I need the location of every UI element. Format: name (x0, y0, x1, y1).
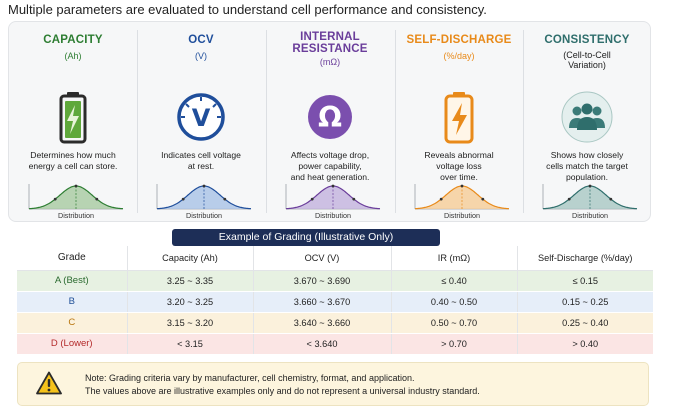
table-header: Grade (17, 246, 128, 271)
table-header: Self-Discharge (%/day) (517, 246, 653, 271)
param-description: Affects voltage drop, power capability, an… (290, 150, 370, 182)
table-header: OCV (V) (253, 246, 392, 271)
param-unit: (V) (195, 51, 207, 61)
distribution-curve: Distribution (156, 184, 252, 220)
table-cell: 0.50 ~ 0.70 (391, 312, 518, 334)
param-title: CONSISTENCY (544, 34, 630, 46)
param-consistency: CONSISTENCY (Cell-to-Cell Variation) Shows… (523, 22, 651, 221)
note-box: Note: Grading criteria vary by manufactu… (17, 362, 649, 406)
grading-table: Grade Capacity (Ah) OCV (V) IR (mΩ) Self… (17, 246, 653, 355)
param-unit: (%/day) (443, 51, 475, 61)
table-cell: 0.15 ~ 0.25 (517, 291, 653, 313)
table-cell: 3.15 ~ 3.20 (127, 312, 254, 334)
table-cell: 0.25 ~ 0.40 (517, 312, 653, 334)
param-title: SELF-DISCHARGE (406, 34, 512, 46)
table-cell: ≤ 0.40 (391, 270, 518, 292)
table-cell: < 3.15 (127, 333, 254, 355)
warning-icon (36, 371, 62, 395)
ohm-icon: Ω (308, 95, 352, 139)
grade-label: B (17, 291, 128, 313)
parameters-panel: CAPACITY (Ah) Determines how much energy a… (8, 21, 651, 222)
table-header: Capacity (Ah) (127, 246, 254, 271)
table-row: D (Lower) < 3.15 < 3.640 > 0.70 > 0.40 (17, 333, 653, 355)
distribution-label: Distribution (444, 211, 480, 220)
distribution-label: Distribution (186, 211, 222, 220)
table-cell: 3.640 ~ 3.660 (253, 312, 392, 334)
distribution-label: Distribution (315, 211, 351, 220)
page-heading: Multiple parameters are evaluated to und… (8, 2, 487, 17)
voltmeter-icon: V (177, 93, 225, 141)
param-icon-wrap (523, 90, 651, 144)
param-description: Indicates cell voltage at rest. (161, 150, 241, 171)
param-unit: (mΩ) (319, 57, 341, 67)
table-cell: 3.670 ~ 3.690 (253, 270, 392, 292)
grade-label: D (Lower) (17, 333, 128, 355)
param-icon-wrap (395, 90, 523, 144)
param-title: CAPACITY (43, 34, 103, 46)
distribution-curve: Distribution (285, 184, 381, 220)
param-icon-wrap (9, 90, 137, 144)
table-cell: 3.20 ~ 3.25 (127, 291, 254, 313)
svg-text:V: V (192, 104, 211, 132)
param-icon-wrap: V (137, 90, 265, 144)
grade-label: C (17, 312, 128, 334)
grading-title: Example of Grading (Illustrative Only) (172, 229, 440, 246)
param-title: INTERNAL RESISTANCE (292, 31, 368, 55)
table-row: A (Best) 3.25 ~ 3.35 3.670 ~ 3.690 ≤ 0.4… (17, 270, 653, 292)
battery-bolt-icon (444, 92, 474, 144)
param-description: Reveals abnormal voltage loss over time. (424, 150, 494, 182)
param-description: Determines how much energy a cell can sto… (28, 150, 118, 171)
battery-charging-icon (59, 92, 87, 144)
param-ocv: OCV (V) V Indicates cell voltage at rest. D… (137, 22, 265, 221)
param-internal-resistance: INTERNAL RESISTANCE (mΩ) Ω Affects voltage … (266, 22, 394, 221)
table-row: B 3.20 ~ 3.25 3.660 ~ 3.670 0.40 ~ 0.50 … (17, 291, 653, 313)
table-cell: 3.25 ~ 3.35 (127, 270, 254, 292)
table-cell: ≤ 0.15 (517, 270, 653, 292)
group-icon (561, 91, 613, 143)
table-header: IR (mΩ) (391, 246, 518, 271)
distribution-label: Distribution (572, 211, 608, 220)
table-row: C 3.15 ~ 3.20 3.640 ~ 3.660 0.50 ~ 0.70 … (17, 312, 653, 334)
param-title: OCV (188, 34, 214, 46)
svg-text:Ω: Ω (318, 101, 342, 134)
param-description: Shows how closely cells match the target p… (546, 150, 628, 182)
table-cell: < 3.640 (253, 333, 392, 355)
table-cell: > 0.40 (517, 333, 653, 355)
distribution-curve: Distribution (542, 184, 638, 220)
table-cell: > 0.70 (391, 333, 518, 355)
note-line-1: Note: Grading criteria vary by manufactu… (85, 373, 415, 383)
param-self-discharge: SELF-DISCHARGE (%/day) Reveals abnormal vo… (395, 22, 523, 221)
note-line-2: The values above are illustrative exampl… (85, 386, 480, 396)
table-cell: 3.660 ~ 3.670 (253, 291, 392, 313)
param-icon-wrap: Ω (266, 90, 394, 144)
param-unit: (Cell-to-Cell Variation) (563, 50, 611, 70)
grade-label: A (Best) (17, 270, 128, 292)
distribution-curve: Distribution (414, 184, 510, 220)
table-header-row: Grade Capacity (Ah) OCV (V) IR (mΩ) Self… (17, 246, 653, 271)
param-capacity: CAPACITY (Ah) Determines how much energy a… (9, 22, 137, 221)
distribution-curve: Distribution (28, 184, 124, 220)
table-cell: 0.40 ~ 0.50 (391, 291, 518, 313)
param-unit: (Ah) (64, 51, 82, 61)
distribution-label: Distribution (58, 211, 94, 220)
